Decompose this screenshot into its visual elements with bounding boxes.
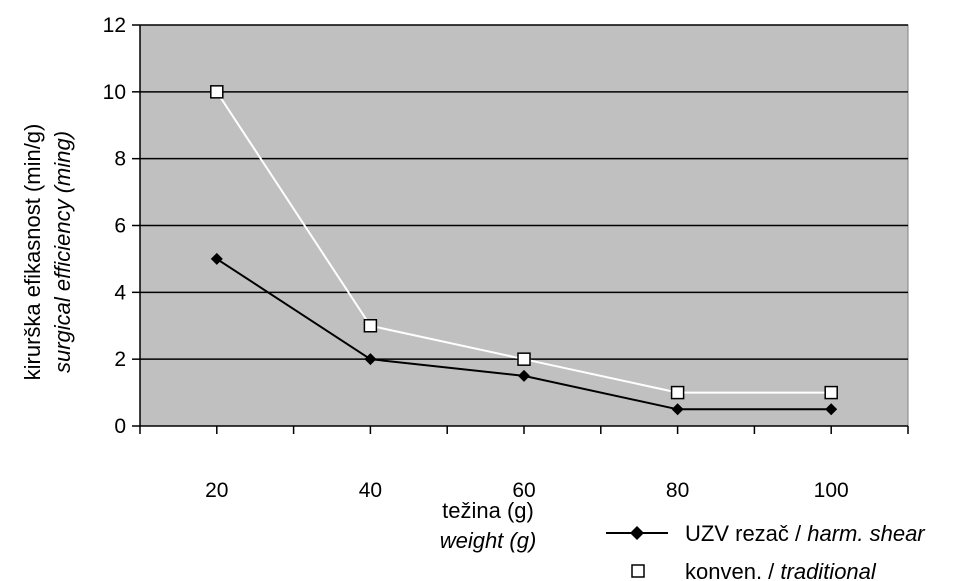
y-tick-label-2: 2	[114, 348, 126, 371]
data-point-diamond-0	[210, 252, 223, 265]
y-tick-label-0: 0	[114, 415, 126, 438]
series-group	[210, 85, 838, 416]
x-tick-labels: 20 40 60 80 100	[205, 479, 849, 502]
data-point-diamond-3	[671, 403, 684, 416]
y-tick-label-8: 8	[114, 148, 126, 171]
legend: UZV rezač / harm. shear konven. / tradit…	[606, 521, 926, 581]
data-point-square-2	[517, 352, 531, 366]
data-point-square-4	[824, 385, 838, 400]
y-tick-label-10: 10	[103, 81, 126, 104]
x-axis-title-italic: weight (g)	[440, 528, 537, 553]
legend-marker-diamond	[630, 526, 644, 540]
y-tick-label-4: 4	[114, 281, 126, 304]
x-axis-title: težina (g)	[442, 498, 534, 523]
x-tick-label-20: 20	[205, 479, 228, 502]
series-traditional	[210, 85, 838, 400]
legend-label-harm-shear: UZV rezač / harm. shear	[685, 521, 926, 546]
y-axis-title-italic: surgical efficiency (ming)	[50, 131, 75, 373]
x-tick-label-100: 100	[814, 479, 849, 502]
data-point-diamond-2	[518, 369, 530, 382]
y-tick-label-12: 12	[103, 14, 126, 37]
axes	[132, 24, 909, 434]
x-tick-label-40: 40	[359, 479, 382, 502]
y-axis-title: kirurška efikasnost (min/g)	[20, 124, 45, 381]
x-tick-label-80: 80	[666, 479, 689, 502]
x-tick-label-60: 60	[512, 479, 535, 502]
y-tick-label-6: 6	[114, 215, 126, 238]
data-point-diamond-1	[364, 353, 377, 366]
y-tick-labels: 0 2 4 6 8 10 12	[103, 14, 127, 438]
data-point-square-0	[210, 85, 224, 99]
data-point-square-1	[363, 319, 378, 333]
legend-marker-square	[631, 564, 645, 578]
legend-item-harm-shear: UZV rezač / harm. shear	[606, 521, 926, 546]
data-point-square-3	[670, 385, 685, 400]
data-point-diamond-4	[825, 403, 838, 416]
legend-item-traditional: konven. / traditional	[631, 559, 877, 581]
series-harm-shear	[210, 252, 838, 416]
legend-label-traditional: konven. / traditional	[685, 559, 877, 581]
